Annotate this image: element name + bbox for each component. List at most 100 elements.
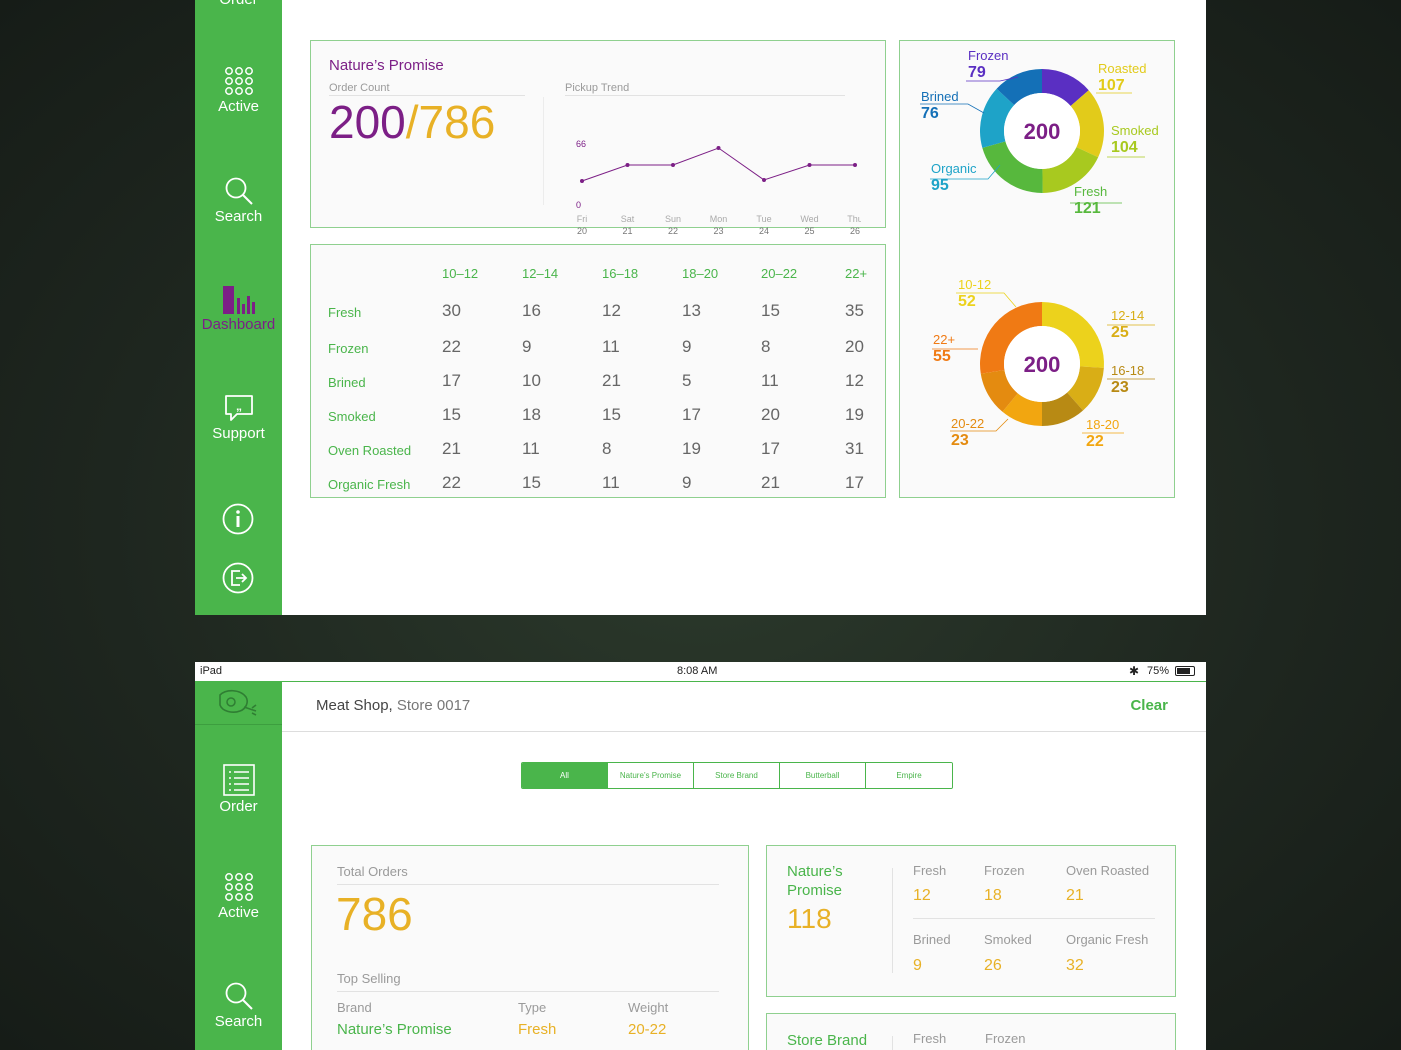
total-orders-value: 786 (336, 888, 413, 940)
clear-button[interactable]: Clear (1130, 697, 1168, 714)
trend-point (853, 163, 857, 167)
trend-date-label: 22 (668, 226, 678, 236)
top-selling-label: Top Selling (337, 971, 401, 986)
table-cell: 18 (522, 405, 541, 424)
table-cell: 35 (845, 301, 864, 320)
item-label: Smoked (984, 932, 1032, 947)
bluetooth-icon: ✱ (1129, 664, 1140, 678)
donut-slice-value: 25 (1111, 324, 1129, 341)
donut-slice[interactable] (980, 88, 1015, 148)
table-cell: 11 (761, 371, 779, 390)
header: Meat Shop, Store 0017 Clear (282, 682, 1206, 732)
table-cell: 5 (682, 371, 692, 390)
info-icon[interactable] (222, 503, 254, 535)
sidebar-item-support[interactable]: „ Support (195, 393, 282, 442)
donut-slice-value: 79 (968, 64, 986, 81)
filter-tab[interactable]: Nature’s Promise (608, 763, 694, 788)
leader-line (920, 103, 985, 114)
table-cell: 17 (442, 371, 461, 390)
filter-tab[interactable]: Butterball (780, 763, 866, 788)
table-cell: 17 (682, 405, 701, 424)
sidebar-item-label: Order (219, 798, 258, 815)
battery-icon (1175, 666, 1195, 676)
item-label: Fresh (913, 863, 947, 878)
donut-slice[interactable] (1002, 393, 1042, 426)
total-orders-label: Total Orders (337, 864, 408, 879)
item-label: Organic Fresh (1066, 932, 1149, 947)
sidebar-item-active[interactable]: Active (195, 66, 282, 115)
table-row-label: Brined (328, 375, 366, 390)
weight-value: 20-22 (628, 1021, 667, 1038)
table-cell: 15 (761, 301, 780, 320)
donut-slice[interactable] (980, 302, 1042, 374)
search-icon (225, 177, 253, 205)
table-cell: 19 (682, 439, 701, 458)
donut-slice[interactable] (1070, 90, 1104, 158)
donut-slice[interactable] (1042, 69, 1089, 107)
trend-date-label: 24 (759, 226, 769, 236)
sidebar-item-active[interactable]: Active (195, 872, 282, 921)
status-bar: iPad 8:08 AM ✱ 75% (195, 662, 1206, 682)
order-list-icon (222, 764, 255, 796)
trend-line (581, 147, 855, 182)
table-cell: 11 (602, 473, 620, 492)
store-overview-screen: iPad 8:08 AM ✱ 75% Order (195, 662, 1206, 1050)
svg-text:„: „ (236, 399, 242, 413)
sidebar-item-label: Active (218, 904, 259, 921)
table-cell: 20 (845, 337, 864, 356)
filter-tab[interactable]: Store Brand (694, 763, 780, 788)
table-row-label: Organic Fresh (328, 477, 411, 492)
trend-day-label: Sun (665, 214, 681, 224)
table-cell: 15 (442, 405, 461, 424)
trend-day-label: Sat (621, 214, 635, 224)
table-cell: 10 (522, 371, 541, 390)
donut-slice[interactable] (1042, 302, 1104, 368)
dashboard-screen: Order Active Search (195, 0, 1206, 615)
trend-date-label: 26 (850, 226, 860, 236)
donut-slice[interactable] (1067, 366, 1104, 411)
sidebar-item-search[interactable]: Search (195, 176, 282, 225)
sidebar-item-order[interactable]: Order (195, 0, 282, 8)
donut-slice[interactable] (1042, 392, 1084, 426)
pickup-trend-chart: 66 0 Fri 20 Sat 21 Sun 22 Mon 23 Tue 24 Wed 25 Thu 26 (576, 139, 861, 236)
type-label: Type (518, 1000, 547, 1015)
table-cell: 12 (602, 301, 621, 320)
sidebar-item-search[interactable]: Search (195, 981, 282, 1030)
sidebar-item-order[interactable]: Order (195, 764, 282, 815)
donut-slice-label: 16-18 (1111, 363, 1145, 378)
table-row-label: Oven Roasted (328, 443, 412, 458)
leader-line (950, 418, 1009, 432)
leader-line (930, 164, 1001, 180)
filter-tab[interactable]: All (522, 763, 608, 788)
donut-slice[interactable] (982, 141, 1043, 193)
table-cell: 11 (522, 439, 540, 458)
donut-slice[interactable] (980, 369, 1018, 412)
donut-slice-label: 18-20 (1086, 417, 1120, 432)
table-cell: 21 (602, 371, 621, 390)
brand-card-natures-promise[interactable]: Nature’s Promise 118 Fresh 12 Frozen 18 Oven… (766, 845, 1176, 997)
donut-slice-label: Fresh (1074, 184, 1108, 199)
sidebar-item-dashboard[interactable]: Dashboard (195, 284, 282, 333)
trend-point (580, 179, 584, 183)
filter-tab[interactable]: Empire (866, 763, 952, 788)
donut-slice-label: Roasted (1098, 61, 1147, 76)
item-label: Brined (913, 932, 951, 947)
ham-logo-icon[interactable] (216, 687, 260, 719)
summary-panel: Nature’s Promise Order Count 200/786 Pic… (310, 40, 886, 236)
sidebar-item-label: Search (214, 1013, 263, 1030)
sidebar-item-label: Order (219, 0, 257, 8)
table-column-header: 22+ (845, 266, 868, 281)
totals-card: Total Orders 786 Top Selling Brand Type … (311, 845, 749, 1050)
donut-center-total: 200 (1024, 352, 1061, 377)
trend-day-label: Mon (710, 214, 728, 224)
type-value: Fresh (518, 1021, 557, 1038)
donut-slice-value: 95 (931, 177, 949, 194)
trend-y-min: 0 (576, 200, 581, 210)
donut-slice[interactable] (1042, 147, 1099, 193)
table-cell: 12 (845, 371, 864, 390)
logout-icon[interactable] (222, 562, 254, 594)
table-cell: 16 (522, 301, 541, 320)
brand-card-store-brand[interactable]: Store Brand Fresh Frozen (766, 1013, 1176, 1050)
donut-slice[interactable] (996, 69, 1042, 106)
item-value: 32 (1066, 957, 1084, 974)
